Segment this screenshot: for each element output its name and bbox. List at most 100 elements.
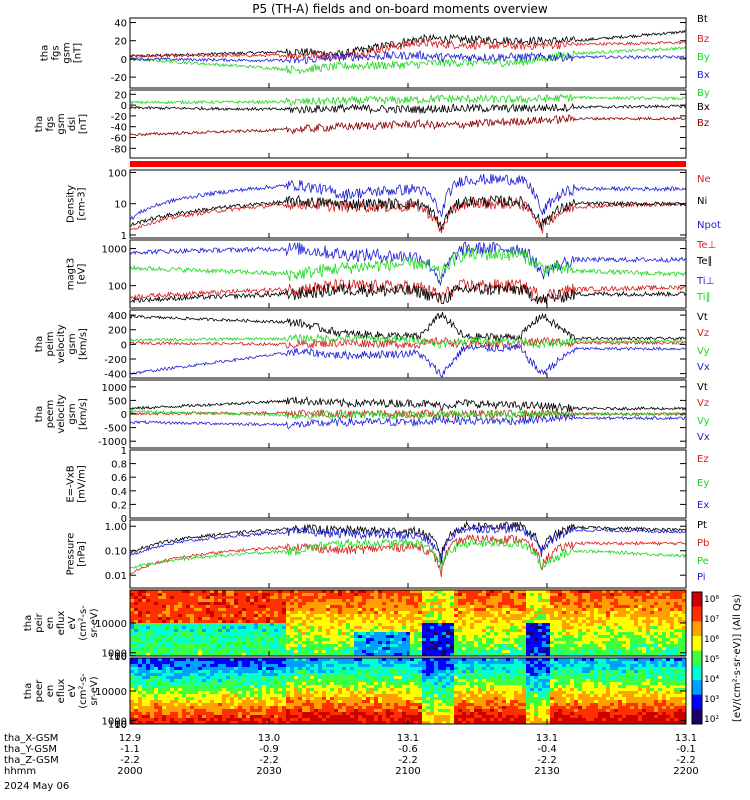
heat-cell <box>162 593 167 597</box>
heat-cell <box>266 718 271 722</box>
heat-cell <box>302 658 307 662</box>
heat-cell <box>666 593 671 597</box>
heat-cell <box>510 635 515 639</box>
heat-cell <box>346 620 351 624</box>
heat-cell <box>146 721 151 725</box>
series-line-p6-2 <box>129 409 687 421</box>
heat-cell <box>658 611 663 615</box>
heat-cell <box>646 644 651 648</box>
heat-cell <box>414 641 419 645</box>
heat-cell <box>250 685 255 689</box>
heat-cell <box>162 596 167 600</box>
heat-cell <box>490 626 495 630</box>
heat-cell <box>186 614 191 618</box>
heat-cell <box>278 688 283 692</box>
heat-cell <box>398 626 403 630</box>
heat-cell <box>282 673 287 677</box>
heat-cell <box>178 697 183 701</box>
heat-cell <box>346 599 351 603</box>
heat-cell <box>262 593 267 597</box>
heat-cell <box>510 629 515 633</box>
heat-cell <box>526 650 531 654</box>
heat-cell <box>602 626 607 630</box>
heat-cell <box>262 605 267 609</box>
heat-cell <box>490 644 495 648</box>
heat-cell <box>654 629 659 633</box>
heat-cell <box>366 641 371 645</box>
heat-cell <box>442 653 447 657</box>
heat-cell <box>402 661 407 665</box>
heat-cell <box>246 658 251 662</box>
heat-cell <box>266 635 271 639</box>
heat-cell <box>534 638 539 642</box>
heat-cell <box>266 605 271 609</box>
heat-cell <box>566 599 571 603</box>
heat-cell <box>250 697 255 701</box>
heat-cell <box>498 614 503 618</box>
heat-cell <box>254 718 259 722</box>
heat-cell <box>478 590 483 594</box>
heat-cell <box>238 644 243 648</box>
heat-cell <box>254 694 259 698</box>
heat-cell <box>410 596 415 600</box>
heat-cell <box>210 647 215 651</box>
heat-cell <box>610 620 615 624</box>
heat-cell <box>642 617 647 621</box>
heat-cell <box>318 599 323 603</box>
heat-cell <box>366 653 371 657</box>
heat-cell <box>174 670 179 674</box>
heat-cell <box>154 632 159 636</box>
heat-cell <box>170 626 175 630</box>
ylabel-line: sr-eV) <box>89 608 100 637</box>
heat-cell <box>506 623 511 627</box>
heat-cell <box>250 703 255 707</box>
heat-cell <box>338 620 343 624</box>
heat-cell <box>194 599 199 603</box>
heat-cell <box>238 596 243 600</box>
heat-cell <box>430 658 435 662</box>
heat-cell <box>382 691 387 695</box>
heat-cell <box>274 670 279 674</box>
heat-cell <box>170 608 175 612</box>
heat-cell <box>298 617 303 621</box>
heat-cell <box>182 650 187 654</box>
ylabel-line: gsm <box>67 403 78 424</box>
heat-cell <box>298 721 303 725</box>
heat-cell <box>202 670 207 674</box>
heat-cell <box>370 629 375 633</box>
heat-cell <box>386 709 391 713</box>
heat-cell <box>130 676 135 680</box>
heat-cell <box>226 658 231 662</box>
heat-cell <box>482 611 487 615</box>
heat-cell <box>130 626 135 630</box>
heat-cell <box>454 647 459 651</box>
heat-cell <box>510 593 515 597</box>
heat-cell <box>382 679 387 683</box>
heat-cell <box>330 688 335 692</box>
heat-cell <box>222 715 227 719</box>
heat-cell <box>370 593 375 597</box>
heat-cell <box>498 620 503 624</box>
heat-cell <box>410 661 415 665</box>
heat-cell <box>350 617 355 621</box>
heat-cell <box>306 593 311 597</box>
heat-cell <box>382 688 387 692</box>
heat-cell <box>414 632 419 636</box>
heat-cell <box>254 611 259 615</box>
heat-cell <box>174 635 179 639</box>
heat-cell <box>162 626 167 630</box>
heat-cell <box>150 691 155 695</box>
heat-cell <box>194 623 199 627</box>
heat-cell <box>322 596 327 600</box>
heat-cell <box>554 617 559 621</box>
heat-cell <box>494 617 499 621</box>
heat-cell <box>362 667 367 671</box>
heat-cell <box>418 602 423 606</box>
heat-cell <box>178 614 183 618</box>
heat-cell <box>306 608 311 612</box>
heat-cell <box>406 691 411 695</box>
heat-cell <box>406 712 411 716</box>
heat-cell <box>274 605 279 609</box>
heat-cell <box>590 638 595 642</box>
heat-cell <box>270 590 275 594</box>
